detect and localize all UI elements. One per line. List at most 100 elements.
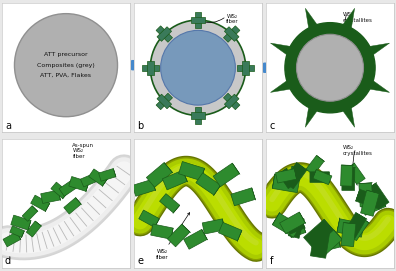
Polygon shape <box>361 190 379 216</box>
Polygon shape <box>288 224 306 238</box>
Polygon shape <box>287 166 300 184</box>
Polygon shape <box>293 216 305 219</box>
Polygon shape <box>152 179 156 191</box>
Polygon shape <box>337 218 340 232</box>
Polygon shape <box>310 228 330 258</box>
Text: ATT precursor: ATT precursor <box>44 52 88 57</box>
Polygon shape <box>305 8 317 28</box>
Polygon shape <box>283 163 307 189</box>
Polygon shape <box>359 216 369 223</box>
Polygon shape <box>315 228 331 231</box>
Polygon shape <box>305 108 317 127</box>
Circle shape <box>15 14 118 117</box>
Polygon shape <box>278 169 296 189</box>
Polygon shape <box>191 112 205 119</box>
Polygon shape <box>17 232 21 240</box>
Text: b: b <box>137 121 143 131</box>
Polygon shape <box>366 183 389 209</box>
Polygon shape <box>343 222 357 224</box>
Polygon shape <box>202 230 208 240</box>
Polygon shape <box>69 176 89 191</box>
Circle shape <box>297 34 364 101</box>
Polygon shape <box>62 192 68 199</box>
Polygon shape <box>288 216 304 238</box>
Text: WS₂
fiber: WS₂ fiber <box>156 213 190 260</box>
Polygon shape <box>10 226 25 237</box>
Polygon shape <box>337 235 341 248</box>
Polygon shape <box>154 219 159 228</box>
Polygon shape <box>341 222 356 247</box>
Polygon shape <box>182 224 190 233</box>
Text: e: e <box>137 256 143 266</box>
Polygon shape <box>316 155 325 162</box>
Polygon shape <box>237 230 242 241</box>
FancyArrow shape <box>264 61 289 74</box>
Polygon shape <box>334 230 343 240</box>
Polygon shape <box>344 212 366 238</box>
Polygon shape <box>162 170 187 190</box>
Polygon shape <box>354 219 363 224</box>
Polygon shape <box>272 174 275 188</box>
Polygon shape <box>32 206 38 212</box>
Polygon shape <box>223 219 225 231</box>
Polygon shape <box>219 222 242 241</box>
Polygon shape <box>252 188 255 200</box>
Polygon shape <box>225 27 239 41</box>
Polygon shape <box>343 8 355 28</box>
Polygon shape <box>324 219 335 231</box>
Polygon shape <box>276 169 297 183</box>
Polygon shape <box>196 173 221 195</box>
Polygon shape <box>366 183 377 190</box>
Polygon shape <box>21 231 25 238</box>
Polygon shape <box>30 195 50 211</box>
Polygon shape <box>359 183 373 207</box>
Polygon shape <box>156 93 173 110</box>
Polygon shape <box>183 170 188 182</box>
Polygon shape <box>160 194 180 213</box>
Polygon shape <box>297 163 308 170</box>
Text: d: d <box>5 256 11 266</box>
Polygon shape <box>346 163 365 184</box>
Polygon shape <box>191 17 205 23</box>
Polygon shape <box>86 182 89 192</box>
Polygon shape <box>223 93 240 110</box>
Polygon shape <box>173 205 180 213</box>
Polygon shape <box>237 64 254 71</box>
Circle shape <box>161 30 235 105</box>
Polygon shape <box>299 212 306 224</box>
Polygon shape <box>3 232 21 247</box>
Polygon shape <box>356 212 367 219</box>
Polygon shape <box>147 61 154 75</box>
Text: a: a <box>5 121 11 131</box>
Polygon shape <box>272 175 300 193</box>
Text: f: f <box>270 256 274 266</box>
Polygon shape <box>168 224 190 247</box>
Polygon shape <box>89 169 108 186</box>
Polygon shape <box>113 169 116 177</box>
Polygon shape <box>184 230 207 249</box>
Polygon shape <box>64 198 81 214</box>
Polygon shape <box>213 163 240 187</box>
Polygon shape <box>51 182 68 199</box>
Polygon shape <box>179 162 204 180</box>
Polygon shape <box>342 167 355 191</box>
Polygon shape <box>316 235 340 252</box>
Polygon shape <box>280 212 305 234</box>
Polygon shape <box>35 221 42 226</box>
Polygon shape <box>270 81 290 92</box>
Text: As-spun
WS₂
fiber: As-spun WS₂ fiber <box>72 143 94 159</box>
Polygon shape <box>313 170 332 185</box>
Polygon shape <box>139 210 159 227</box>
Polygon shape <box>41 190 60 204</box>
Polygon shape <box>223 26 240 42</box>
Polygon shape <box>316 230 343 255</box>
Polygon shape <box>213 185 221 196</box>
Polygon shape <box>157 94 171 109</box>
Polygon shape <box>231 188 255 206</box>
Text: c: c <box>269 121 275 131</box>
Text: ATT, PVA, Flakes: ATT, PVA, Flakes <box>40 73 91 78</box>
Polygon shape <box>303 224 306 233</box>
Polygon shape <box>370 43 390 55</box>
Polygon shape <box>286 220 305 234</box>
Polygon shape <box>304 219 334 249</box>
